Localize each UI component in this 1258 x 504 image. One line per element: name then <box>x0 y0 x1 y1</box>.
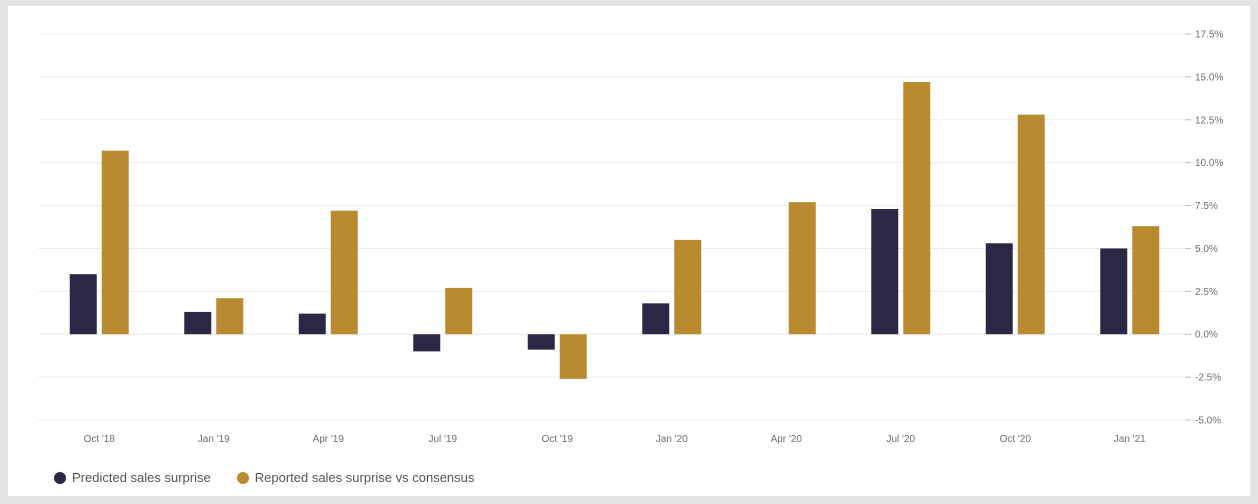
bar-reported[interactable] <box>674 239 702 335</box>
bar-reported[interactable] <box>216 298 244 335</box>
x-tick-label: Jul '20 <box>886 434 915 445</box>
x-tick-label: Oct '19 <box>542 434 574 445</box>
chart-card: 17.5% 15.0% 12.5% 10.0% 7.5% 5.0% 2.5% 0.0% -2.5… <box>8 6 1250 496</box>
x-tick-label: Jul '19 <box>428 434 457 445</box>
bars <box>69 82 1160 379</box>
bar-predicted[interactable] <box>1100 248 1128 335</box>
y-tick-label: -5.0% <box>1195 416 1221 427</box>
bar-predicted[interactable] <box>298 313 326 335</box>
x-tick-label: Jan '19 <box>198 434 230 445</box>
bar-predicted[interactable] <box>413 334 441 352</box>
legend-label-predicted: Predicted sales surprise <box>72 470 211 485</box>
y-tick-label: 15.0% <box>1195 72 1223 83</box>
bar-predicted[interactable] <box>184 311 212 335</box>
bar-predicted[interactable] <box>527 334 555 350</box>
x-tick-label: Oct '20 <box>1000 434 1032 445</box>
gridlines <box>38 33 1191 421</box>
y-tick-label: 17.5% <box>1195 30 1223 41</box>
bar-reported[interactable] <box>1017 114 1045 335</box>
bar-reported[interactable] <box>559 334 587 379</box>
legend-item-predicted[interactable]: Predicted sales surprise <box>54 470 211 485</box>
y-tick-label: 12.5% <box>1195 115 1223 126</box>
y-tick-label: -2.5% <box>1195 373 1221 384</box>
bar-predicted[interactable] <box>69 274 97 335</box>
x-tick-label: Apr '20 <box>771 434 803 445</box>
x-tick-label: Oct '18 <box>84 434 116 445</box>
bar-predicted[interactable] <box>985 243 1013 335</box>
y-axis-ticks: 17.5% 15.0% 12.5% 10.0% 7.5% 5.0% 2.5% 0.0% -2.5… <box>1185 30 1223 427</box>
y-tick-label: 0.0% <box>1195 330 1218 341</box>
bar-predicted[interactable] <box>642 303 670 335</box>
bar-reported[interactable] <box>788 202 816 335</box>
y-tick-label: 10.0% <box>1195 158 1223 169</box>
x-tick-label: Jan '20 <box>656 434 688 445</box>
y-tick-label: 5.0% <box>1195 244 1218 255</box>
legend-dot-icon <box>54 471 66 484</box>
x-axis-ticks: Oct '18 Jan '19 Apr '19 Jul '19 Oct '19 Jan '… <box>84 434 1147 445</box>
x-tick-label: Apr '19 <box>313 434 345 445</box>
bar-reported[interactable] <box>101 150 129 335</box>
y-tick-label: 2.5% <box>1195 287 1218 298</box>
bar-reported[interactable] <box>445 287 473 335</box>
bar-reported[interactable] <box>903 82 931 335</box>
bar-reported[interactable] <box>1132 226 1160 335</box>
bar-reported[interactable] <box>330 210 358 335</box>
legend-item-reported[interactable]: Reported sales surprise vs consensus <box>236 470 475 485</box>
bar-predicted[interactable] <box>871 208 899 335</box>
legend-dot-icon <box>236 471 249 484</box>
x-tick-label: Jan '21 <box>1114 434 1146 445</box>
legend-label-reported: Reported sales surprise vs consensus <box>254 470 475 485</box>
bar-chart: 17.5% 15.0% 12.5% 10.0% 7.5% 5.0% 2.5% 0.0% -2.5… <box>38 30 1223 445</box>
y-tick-label: 7.5% <box>1195 201 1218 212</box>
legend: Predicted sales surprise Reported sales … <box>54 470 474 485</box>
